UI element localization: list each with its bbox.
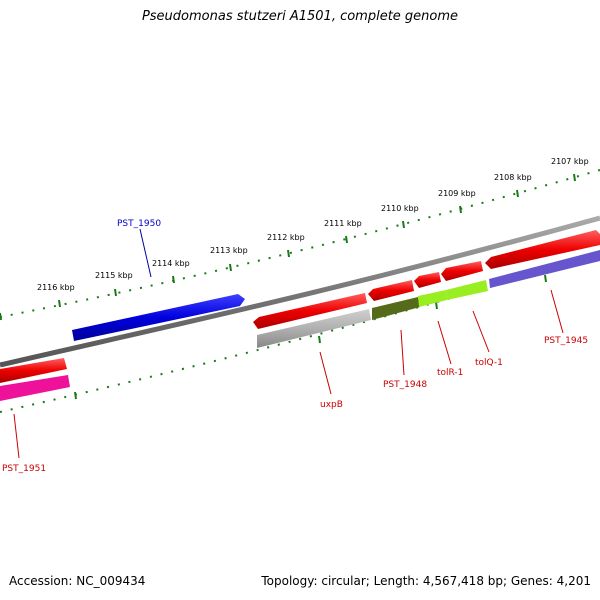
tick-labels: 2116 kbp 2115 kbp 2114 kbp 2113 kbp 2112…	[37, 157, 589, 292]
major-tick	[0, 312, 2, 321]
major-tick	[435, 301, 438, 310]
gene-label-PST_1950[interactable]: PST_1950	[117, 219, 161, 229]
cog-tolQ-1	[446, 280, 488, 300]
leader-PST_1951	[13, 413, 20, 459]
gene-label-PST_1945[interactable]: PST_1945	[544, 336, 588, 346]
gene-label-uxpB[interactable]: uxpB	[320, 400, 343, 410]
cog-PST_1951	[0, 375, 70, 401]
gene-label-PST_1948[interactable]: PST_1948	[383, 380, 427, 390]
gene-tolR-1-red[interactable]	[414, 272, 441, 288]
gene-PST_1945-red[interactable]	[485, 230, 600, 269]
forward-tick-track	[0, 169, 600, 321]
gene-uxpB[interactable]	[253, 293, 367, 329]
major-tick	[229, 263, 232, 272]
major-tick	[287, 249, 290, 258]
genome-summary: Topology: circular; Length: 4,567,418 bp…	[261, 574, 591, 588]
major-tick	[114, 288, 117, 297]
gene-PST_1950[interactable]	[72, 294, 245, 341]
gene-PST_1948-red[interactable]	[368, 280, 414, 301]
tick-label: 2111 kbp	[324, 219, 362, 228]
gene-label-tolQ-1[interactable]: tolQ-1	[475, 358, 503, 368]
major-tick	[544, 274, 547, 283]
leader-PST_1950	[139, 228, 152, 278]
tick-label: 2107 kbp	[551, 157, 589, 166]
tick-label: 2116 kbp	[37, 283, 75, 292]
major-tick	[459, 205, 462, 214]
tick-label: 2108 kbp	[494, 173, 532, 182]
gene-labels: PST_1950 PST_1951 uxpB PST_1948 tolR-1 t…	[2, 219, 588, 474]
cog-color-track	[0, 250, 600, 401]
genome-backbone	[0, 215, 600, 368]
major-tick	[74, 391, 77, 400]
tick-label: 2115 kbp	[95, 271, 133, 280]
reverse-gene-track	[0, 230, 600, 383]
major-tick	[318, 335, 321, 344]
tick-label: 2112 kbp	[267, 233, 305, 242]
leader-PST_1948	[400, 329, 405, 376]
cog-tolR-1	[418, 290, 447, 307]
major-tick	[573, 173, 576, 182]
label-leaders	[13, 228, 564, 459]
cog-uxpB	[257, 309, 371, 348]
major-tick	[516, 189, 519, 198]
leader-uxpB	[319, 351, 332, 395]
tick-label: 2109 kbp	[438, 189, 476, 198]
gene-PST_1951[interactable]	[0, 358, 67, 383]
leader-PST_1945	[550, 289, 564, 334]
gene-label-tolR-1[interactable]: tolR-1	[437, 368, 463, 378]
accession-label: Accession: NC_009434	[9, 574, 146, 588]
leader-tolQ-1	[472, 310, 490, 353]
major-tick	[58, 299, 61, 308]
tick-label: 2114 kbp	[152, 259, 190, 268]
map-title: Pseudomonas stutzeri A1501, complete gen…	[141, 9, 459, 24]
major-tick	[345, 235, 348, 244]
tick-label: 2110 kbp	[381, 204, 419, 213]
tick-label: 2113 kbp	[210, 246, 248, 255]
major-tick	[402, 220, 405, 229]
cog-PST_1945	[489, 250, 600, 288]
cog-PST_1948	[372, 297, 420, 320]
leader-tolR-1	[437, 320, 452, 365]
gene-label-PST_1951[interactable]: PST_1951	[2, 464, 46, 474]
major-tick	[172, 275, 175, 284]
gene-tolQ-1-red[interactable]	[441, 261, 483, 281]
